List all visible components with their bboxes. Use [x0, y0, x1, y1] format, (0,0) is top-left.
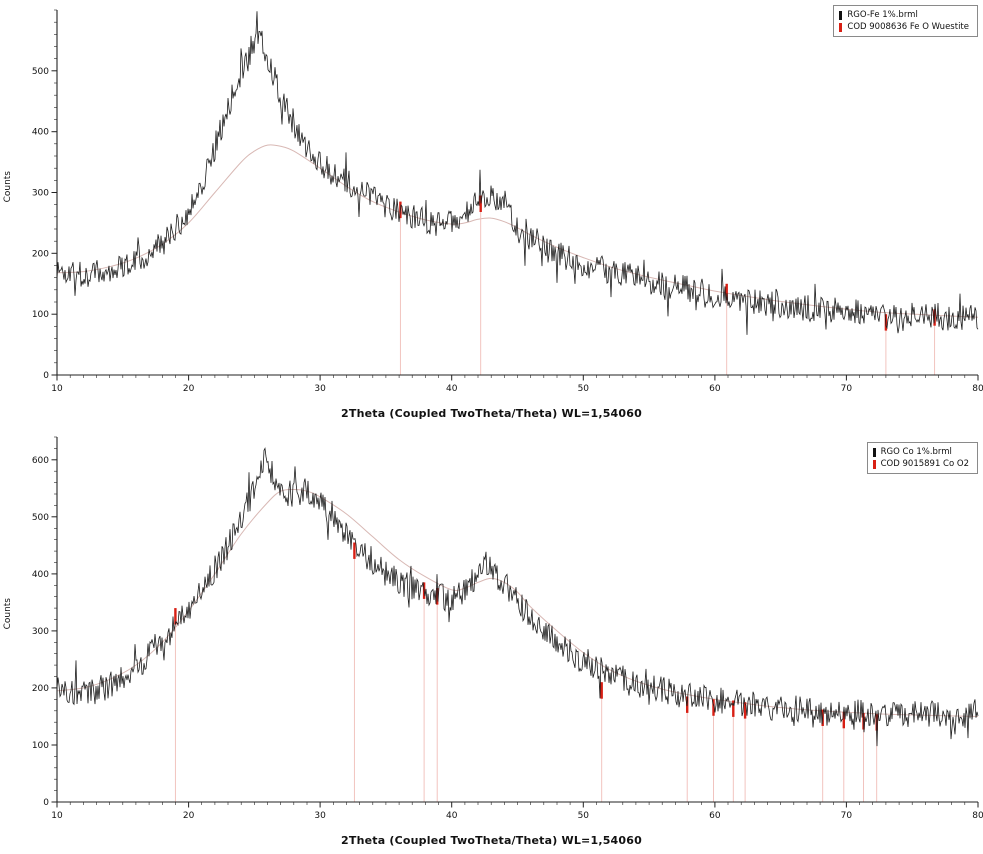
svg-text:200: 200	[32, 249, 49, 259]
svg-text:600: 600	[32, 456, 49, 466]
svg-text:0: 0	[43, 371, 49, 381]
svg-text:40: 40	[446, 384, 458, 394]
xrd-panel-rgo-co: 10 20 30 40 50 60 70 80 0 100 200 300 400 500 600 Coun…	[0, 427, 983, 854]
legend-co: RGO Co 1%.brml COD 9015891 Co O2	[866, 442, 978, 474]
svg-text:40: 40	[446, 811, 458, 821]
svg-text:10: 10	[51, 811, 63, 821]
scan-marker-icon	[872, 447, 876, 457]
legend-item-scan: RGO-Fe 1%.brml	[839, 9, 969, 21]
svg-text:60: 60	[709, 811, 721, 821]
x-axis-title-fe: 2Theta (Coupled TwoTheta/Theta) WL=1,540…	[341, 407, 642, 420]
svg-text:100: 100	[32, 310, 49, 320]
legend-label-reference: COD 9008636 Fe O Wuestite	[847, 22, 969, 32]
svg-text:0: 0	[43, 798, 49, 808]
reference-marker-icon	[839, 22, 843, 32]
x-axis-title-co: 2Theta (Coupled TwoTheta/Theta) WL=1,540…	[341, 834, 642, 847]
svg-text:20: 20	[183, 384, 195, 394]
legend-item-reference: COD 9008636 Fe O Wuestite	[839, 21, 969, 33]
svg-text:50: 50	[578, 811, 590, 821]
legend-item-reference: COD 9015891 Co O2	[872, 458, 969, 470]
svg-text:500: 500	[32, 67, 49, 77]
svg-text:30: 30	[314, 811, 326, 821]
legend-label-scan: RGO Co 1%.brml	[880, 447, 952, 457]
legend-label-reference: COD 9015891 Co O2	[880, 459, 969, 469]
svg-text:70: 70	[841, 384, 853, 394]
scan-marker-icon	[839, 10, 843, 20]
xrd-panel-rgo-fe: 10 20 30 40 50 60 70 80 0 100 200 300 400 500 Counts …	[3, 5, 983, 420]
legend-label-scan: RGO-Fe 1%.brml	[847, 10, 918, 20]
xrd-plot-canvas-rgo-co: 10 20 30 40 50 60 70 80 0 100 200 300 400 500 600	[32, 436, 983, 821]
svg-text:400: 400	[32, 128, 49, 138]
y-axis-label-counts-co: Counts	[3, 597, 13, 630]
reference-marker-icon	[872, 459, 876, 469]
legend-fe: RGO-Fe 1%.brml COD 9008636 Fe O Wuestite	[833, 5, 978, 37]
svg-text:10: 10	[51, 384, 63, 394]
y-axis-label-counts-fe: Counts	[3, 170, 13, 203]
svg-text:80: 80	[972, 811, 983, 821]
svg-text:60: 60	[709, 384, 721, 394]
svg-text:200: 200	[32, 684, 49, 694]
svg-text:400: 400	[32, 570, 49, 580]
xrd-plot-canvas-rgo-fe: 10 20 30 40 50 60 70 80 0 100 200 300 400 500	[32, 9, 983, 394]
svg-text:300: 300	[32, 189, 49, 199]
svg-text:80: 80	[972, 384, 983, 394]
svg-text:30: 30	[314, 384, 326, 394]
svg-text:20: 20	[183, 811, 195, 821]
legend-item-scan: RGO Co 1%.brml	[872, 446, 969, 458]
svg-text:100: 100	[32, 741, 49, 751]
svg-text:70: 70	[841, 811, 853, 821]
svg-text:500: 500	[32, 513, 49, 523]
svg-text:50: 50	[578, 384, 590, 394]
svg-text:300: 300	[32, 627, 49, 637]
